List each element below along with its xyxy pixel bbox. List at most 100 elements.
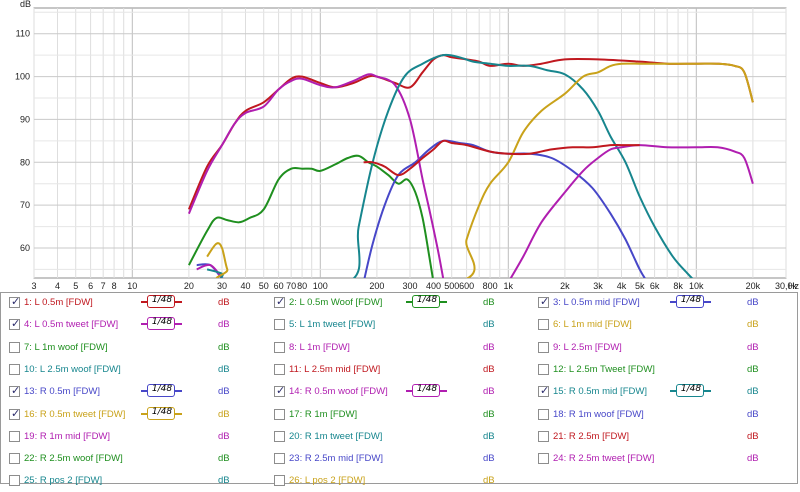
legend-item[interactable]: 12: L 2.5m Tweet [FDW] dB [530, 360, 790, 381]
measurement-name[interactable]: 12: L 2.5m Tweet [FDW] [553, 364, 655, 375]
legend-item[interactable]: 6: L 1m mid [FDW] dB [530, 315, 790, 336]
measurement-name[interactable]: 20: R 1m tweet [FDW] [289, 431, 383, 442]
visibility-checkbox[interactable] [9, 364, 20, 375]
measurement-name[interactable]: 26: L pos 2 [FDW] [289, 475, 366, 486]
measurement-name[interactable]: 22: R 2.5m woof [FDW] [24, 453, 123, 464]
legend-item[interactable]: ✓ 2: L 0.5m Woof [FDW] 1/48 dB [266, 293, 526, 314]
measurement-name[interactable]: 15: R 0.5m mid [FDW] [553, 386, 647, 397]
measurement-name[interactable]: 18: R 1m woof [FDW] [553, 409, 644, 420]
measurement-name[interactable]: 2: L 0.5m Woof [FDW] [289, 297, 383, 308]
visibility-checkbox[interactable]: ✓ [9, 317, 20, 330]
smoothing-line-left [141, 323, 148, 325]
smoothing-line-right [175, 413, 182, 415]
visibility-checkbox[interactable] [274, 364, 285, 375]
measurement-name[interactable]: 14: R 0.5m woof [FDW] [289, 386, 388, 397]
measurement-name[interactable]: 24: R 2.5m tweet [FDW] [553, 453, 655, 464]
smoothing-box: 1/48 [412, 295, 440, 308]
visibility-checkbox[interactable] [9, 342, 20, 353]
legend-item[interactable]: 10: L 2.5m woof [FDW] dB [1, 360, 261, 381]
legend-item[interactable]: 23: R 2.5m mid [FDW] dB [266, 449, 526, 470]
visibility-checkbox[interactable] [274, 319, 285, 330]
visibility-checkbox[interactable]: ✓ [274, 384, 285, 397]
legend-item[interactable]: 21: R 2.5m [FDW] dB [530, 427, 790, 448]
db-unit-label: dB [483, 319, 495, 330]
measurement-name[interactable]: 23: R 2.5m mid [FDW] [289, 453, 383, 464]
legend-item[interactable]: 7: L 1m woof [FDW] dB [1, 338, 261, 359]
measurement-name[interactable]: 3: L 0.5m mid [FDW] [553, 297, 640, 308]
measurement-name[interactable]: 6: L 1m mid [FDW] [553, 319, 632, 330]
visibility-checkbox[interactable]: ✓ [538, 295, 549, 308]
visibility-checkbox[interactable]: ✓ [9, 407, 20, 420]
legend-item[interactable]: 20: R 1m tweet [FDW] dB [266, 427, 526, 448]
visibility-checkbox[interactable] [9, 475, 20, 486]
smoothing-indicator[interactable]: 1/48 [670, 384, 712, 399]
measurement-name[interactable]: 7: L 1m woof [FDW] [24, 342, 108, 353]
smoothing-indicator[interactable]: 1/48 [406, 295, 448, 310]
visibility-checkbox[interactable] [9, 453, 20, 464]
visibility-checkbox[interactable] [538, 342, 549, 353]
visibility-checkbox[interactable]: ✓ [9, 384, 20, 397]
legend-item[interactable]: 25: R pos 2 [FDW] dB [1, 471, 261, 492]
legend-item[interactable]: ✓ 1: L 0.5m [FDW] 1/48 dB [1, 293, 261, 314]
measurement-name[interactable]: 11: L 2.5m mid [FDW] [289, 364, 381, 375]
legend-item[interactable]: 18: R 1m woof [FDW] dB [530, 405, 790, 426]
visibility-checkbox[interactable]: ✓ [9, 295, 20, 308]
visibility-checkbox[interactable] [274, 431, 285, 442]
smoothing-indicator[interactable]: 1/48 [406, 384, 448, 399]
measurement-name[interactable]: 17: R 1m [FDW] [289, 409, 358, 420]
visibility-checkbox[interactable] [274, 475, 285, 486]
legend-item[interactable]: 24: R 2.5m tweet [FDW] dB [530, 449, 790, 470]
measurement-name[interactable]: 19: R 1m mid [FDW] [24, 431, 111, 442]
legend-item[interactable]: 17: R 1m [FDW] dB [266, 405, 526, 426]
smoothing-indicator[interactable]: 1/48 [141, 384, 183, 399]
measurement-name[interactable]: 5: L 1m tweet [FDW] [289, 319, 376, 330]
series-line-16-r-0-5m-tweet-fdw [206, 62, 754, 278]
visibility-checkbox[interactable]: ✓ [274, 295, 285, 308]
visibility-checkbox[interactable] [9, 431, 20, 442]
legend-item[interactable]: 9: L 2.5m [FDW] dB [530, 338, 790, 359]
visibility-checkbox[interactable] [538, 431, 549, 442]
measurement-name[interactable]: 10: L 2.5m woof [FDW] [24, 364, 121, 375]
legend-item[interactable]: 26: L pos 2 [FDW] dB [266, 471, 526, 492]
smoothing-indicator[interactable]: 1/48 [670, 295, 712, 310]
smoothing-box: 1/48 [412, 384, 440, 397]
legend-item[interactable]: ✓ 13: R 0.5m [FDW] 1/48 dB [1, 382, 261, 403]
smoothing-line-left [406, 390, 413, 392]
frequency-response-chart[interactable]: 60 70 80 90 100 110 dB 3 4 5 6 7 8 10 20 30 40 50 60 70 80 10… [0, 0, 800, 292]
smoothing-indicator[interactable]: 1/48 [141, 295, 183, 310]
visibility-checkbox[interactable] [274, 409, 285, 420]
visibility-checkbox[interactable]: ✓ [538, 384, 549, 397]
smoothing-line-right [704, 301, 711, 303]
legend-item[interactable]: 5: L 1m tweet [FDW] dB [266, 315, 526, 336]
legend-item[interactable]: ✓ 16: R 0.5m tweet [FDW] 1/48 dB [1, 405, 261, 426]
measurement-name[interactable]: 4: L 0.5m tweet [FDW] [24, 319, 119, 330]
legend-item[interactable]: ✓ 15: R 0.5m mid [FDW] 1/48 dB [530, 382, 790, 403]
visibility-checkbox[interactable] [538, 409, 549, 420]
visibility-checkbox[interactable] [274, 342, 285, 353]
visibility-checkbox[interactable] [538, 453, 549, 464]
legend-item[interactable]: 11: L 2.5m mid [FDW] dB [266, 360, 526, 381]
smoothing-indicator[interactable]: 1/48 [141, 317, 183, 332]
x-tick-label: 300 [402, 281, 417, 291]
visibility-checkbox[interactable] [274, 453, 285, 464]
legend-item[interactable]: 8: L 1m [FDW] dB [266, 338, 526, 359]
measurement-name[interactable]: 1: L 0.5m [FDW] [24, 297, 93, 308]
measurement-name[interactable]: 9: L 2.5m [FDW] [553, 342, 622, 353]
measurement-name[interactable]: 25: R pos 2 [FDW] [24, 475, 103, 486]
legend-item[interactable]: 22: R 2.5m woof [FDW] dB [1, 449, 261, 470]
measurement-name[interactable]: 13: R 0.5m [FDW] [24, 386, 101, 397]
visibility-checkbox[interactable] [538, 319, 549, 330]
x-tick-label: 30 [217, 281, 227, 291]
legend-item[interactable]: ✓ 4: L 0.5m tweet [FDW] 1/48 dB [1, 315, 261, 336]
legend-item[interactable]: 19: R 1m mid [FDW] dB [1, 427, 261, 448]
visibility-checkbox[interactable] [538, 364, 549, 375]
legend-item[interactable]: ✓ 3: L 0.5m mid [FDW] 1/48 dB [530, 293, 790, 314]
measurement-name[interactable]: 8: L 1m [FDW] [289, 342, 350, 353]
db-unit-label: dB [483, 364, 495, 375]
x-tick-label: 7 [101, 281, 106, 291]
measurement-name[interactable]: 21: R 2.5m [FDW] [553, 431, 630, 442]
measurement-name[interactable]: 16: R 0.5m tweet [FDW] [24, 409, 126, 420]
legend-item[interactable]: ✓ 14: R 0.5m woof [FDW] 1/48 dB [266, 382, 526, 403]
smoothing-indicator[interactable]: 1/48 [141, 407, 183, 422]
